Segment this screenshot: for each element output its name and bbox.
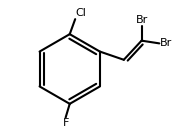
- Text: Cl: Cl: [76, 8, 87, 18]
- Text: F: F: [63, 118, 69, 128]
- Text: Br: Br: [135, 15, 148, 25]
- Text: Br: Br: [160, 38, 172, 48]
